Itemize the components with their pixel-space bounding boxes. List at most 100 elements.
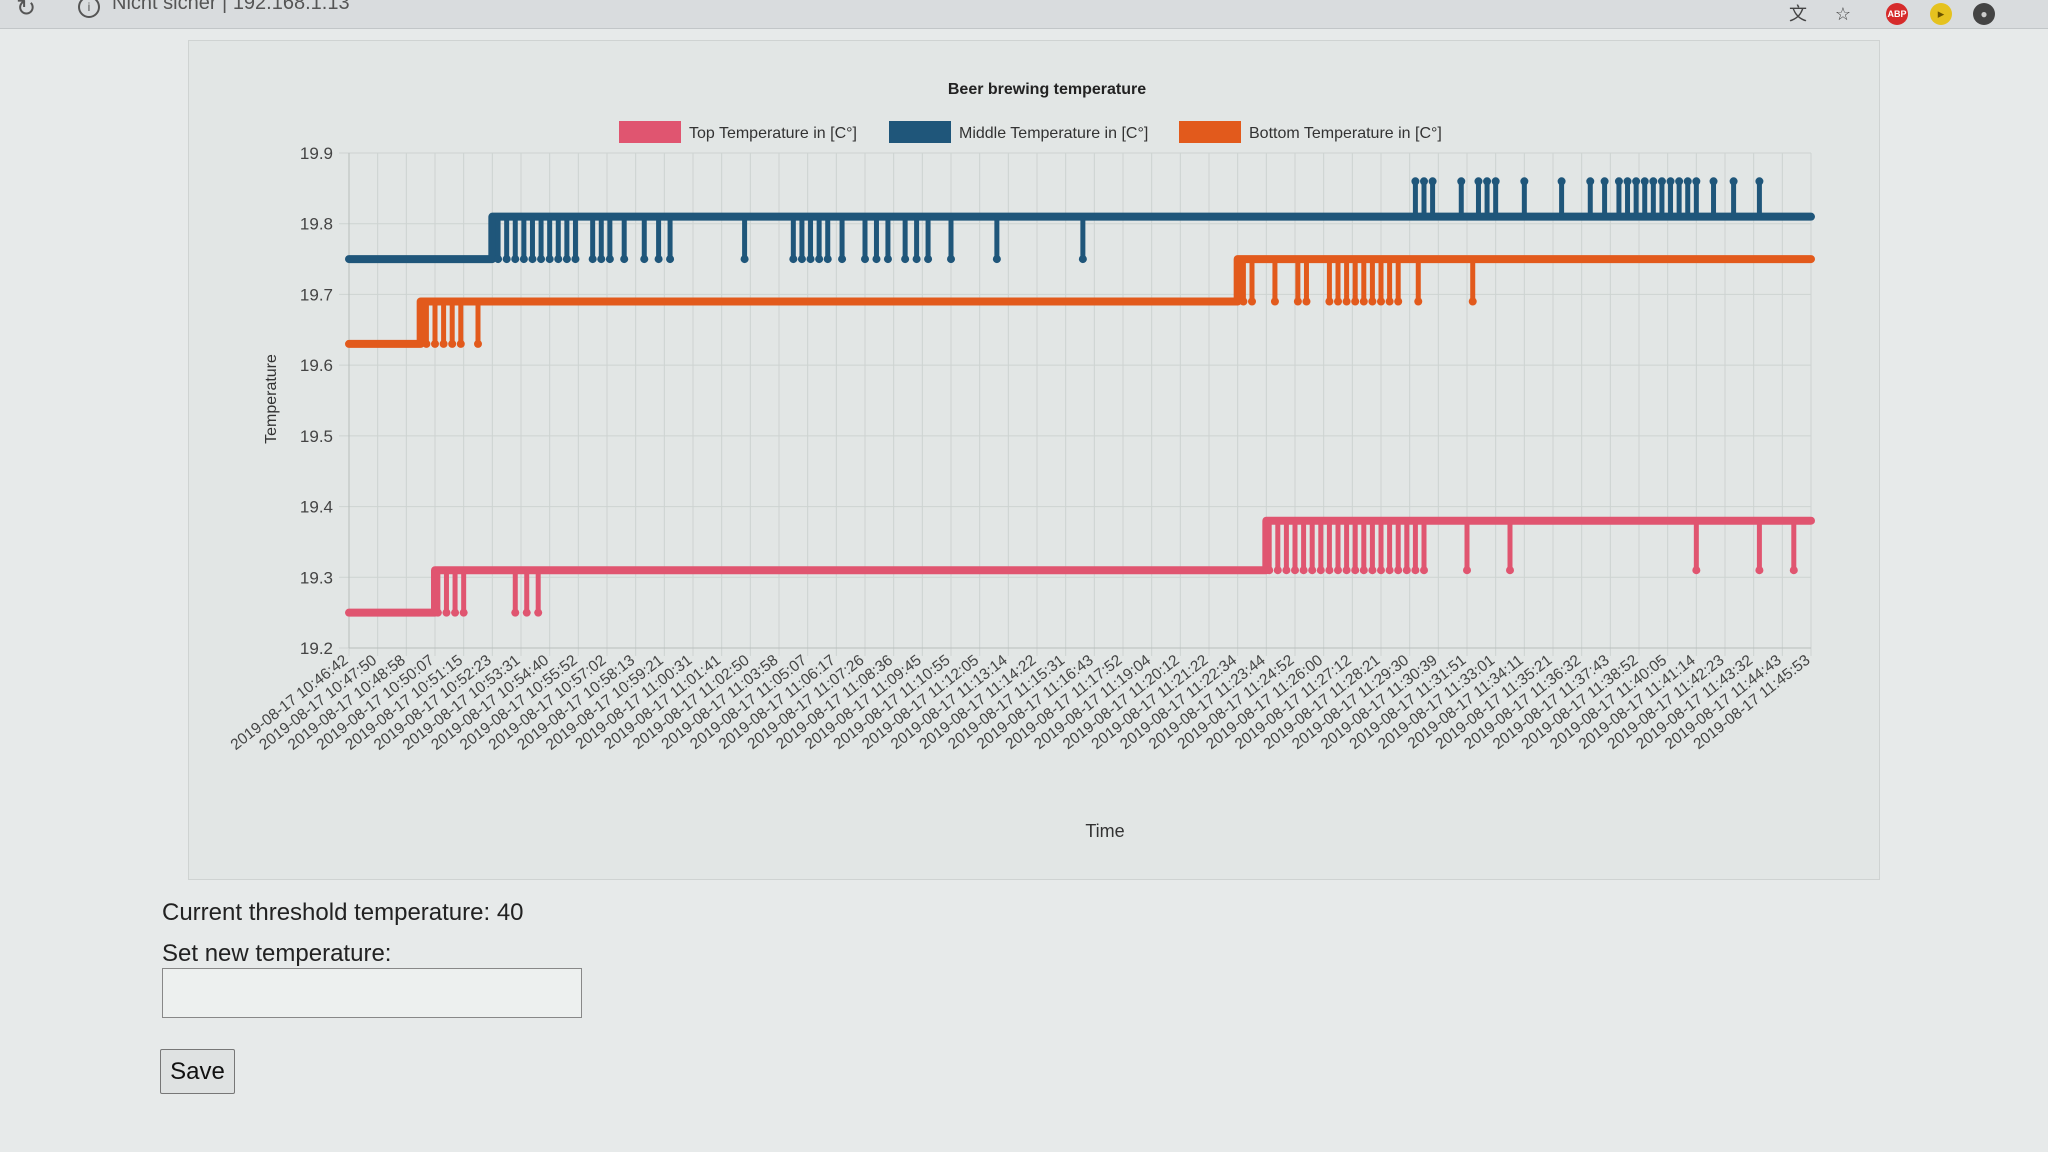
series-line-top	[345, 516, 1815, 617]
data-point-top	[1385, 566, 1394, 575]
data-point-middle	[1675, 177, 1684, 186]
data-point-middle	[588, 255, 597, 264]
data-point-top	[1299, 566, 1308, 575]
data-point-middle	[838, 255, 847, 264]
star-icon[interactable]: ☆	[1834, 4, 1852, 24]
data-point-middle	[1666, 177, 1675, 186]
data-point-middle	[1614, 177, 1623, 186]
browser-toolbar: ↻ i Nicht sicher | 192.168.1.13 文 ☆ ABP …	[0, 0, 2048, 29]
data-point-top	[1368, 566, 1377, 575]
y-tick-label: 19.5	[300, 427, 333, 446]
data-point-middle	[1428, 177, 1437, 186]
data-point-middle	[1729, 177, 1738, 186]
adblock-icon[interactable]: ABP	[1886, 3, 1908, 25]
data-point-middle	[1557, 177, 1566, 186]
data-point-middle	[924, 255, 933, 264]
data-point-middle	[1520, 177, 1529, 186]
data-point-middle	[1457, 177, 1466, 186]
data-point-bottom	[1377, 297, 1385, 306]
legend-swatch-middle	[889, 121, 951, 143]
data-point-middle	[1632, 177, 1641, 186]
data-point-bottom	[1351, 297, 1360, 306]
address-separator: |	[222, 0, 228, 14]
data-point-middle	[1640, 177, 1649, 186]
data-point-middle	[620, 255, 629, 264]
info-icon[interactable]: i	[78, 0, 100, 18]
data-point-top	[1334, 566, 1342, 575]
data-point-middle	[797, 255, 806, 264]
data-point-middle	[511, 255, 520, 264]
data-point-middle	[1649, 177, 1658, 186]
y-tick-label: 19.4	[300, 498, 333, 517]
reload-icon[interactable]: ↻	[16, 0, 37, 22]
legend-swatch-bottom	[1179, 121, 1241, 143]
data-point-middle	[494, 255, 503, 264]
data-point-bottom	[1385, 297, 1394, 306]
temperature-input[interactable]	[162, 968, 582, 1018]
data-point-top	[459, 608, 468, 617]
data-point-top	[1273, 566, 1282, 575]
address-bar[interactable]: Nicht sicher | 192.168.1.13	[112, 0, 350, 15]
data-point-top	[534, 608, 543, 617]
data-point-middle	[1411, 177, 1420, 186]
data-point-middle	[740, 255, 749, 264]
data-point-top	[511, 608, 520, 617]
data-point-middle	[545, 255, 554, 264]
data-point-top	[1463, 566, 1471, 575]
data-point-middle	[1657, 177, 1666, 186]
data-point-middle	[1483, 177, 1492, 186]
data-point-bottom	[1248, 297, 1256, 306]
threshold-text: Current threshold temperature: 40	[162, 899, 524, 926]
data-point-top	[1316, 566, 1325, 575]
data-point-middle	[605, 255, 614, 264]
translate-icon[interactable]: 文	[1789, 4, 1807, 24]
data-point-middle	[1683, 177, 1692, 186]
data-point-middle	[1420, 177, 1428, 186]
data-point-bottom	[474, 339, 482, 348]
data-point-middle	[519, 255, 528, 264]
data-point-middle	[872, 255, 881, 264]
profile-icon[interactable]: ●	[1973, 3, 1995, 25]
data-point-top	[1377, 566, 1385, 575]
data-point-bottom	[1394, 297, 1403, 306]
y-tick-label: 19.2	[300, 639, 333, 658]
data-point-bottom	[1359, 297, 1368, 306]
legend-label-top: Top Temperature in [C°]	[689, 125, 857, 142]
legend-label-bottom: Bottom Temperature in [C°]	[1249, 125, 1442, 142]
y-tick-label: 19.6	[300, 356, 333, 375]
data-point-bottom	[448, 339, 457, 348]
data-point-top	[1282, 566, 1291, 575]
data-point-bottom	[1302, 297, 1311, 306]
data-point-middle	[1474, 177, 1483, 186]
data-point-bottom	[1368, 297, 1377, 306]
data-point-bottom	[422, 339, 431, 348]
data-point-top	[1755, 566, 1764, 575]
data-point-middle	[654, 255, 663, 264]
data-point-bottom	[439, 339, 448, 348]
data-point-middle	[883, 255, 892, 264]
data-point-bottom	[456, 339, 465, 348]
data-point-bottom	[1293, 297, 1302, 306]
data-point-middle	[1692, 177, 1701, 186]
data-point-middle	[861, 255, 869, 264]
data-point-top	[1265, 566, 1274, 575]
chart-container: Beer brewing temperature Top Temperature…	[188, 40, 1880, 880]
y-axis-ticks: 19.9 19.8 19.7 19.6 19.5 19.4 19.3 19.2	[300, 144, 333, 658]
extension-icon[interactable]: ▸	[1930, 3, 1952, 25]
save-button[interactable]: Save	[160, 1049, 235, 1094]
legend-label-middle: Middle Temperature in [C°]	[959, 125, 1148, 142]
y-tick-label: 19.3	[300, 568, 333, 587]
data-point-middle	[666, 255, 675, 264]
series-line-middle	[345, 212, 1815, 264]
data-point-middle	[537, 255, 546, 264]
data-point-bottom	[1468, 297, 1477, 306]
data-point-middle	[789, 255, 798, 264]
series-line-bottom	[345, 255, 1815, 348]
data-point-top	[1291, 566, 1299, 575]
data-point-middle	[1586, 177, 1595, 186]
data-point-top	[522, 608, 531, 617]
data-point-middle	[1755, 177, 1764, 186]
data-point-top	[1692, 566, 1701, 575]
data-point-middle	[823, 255, 832, 264]
